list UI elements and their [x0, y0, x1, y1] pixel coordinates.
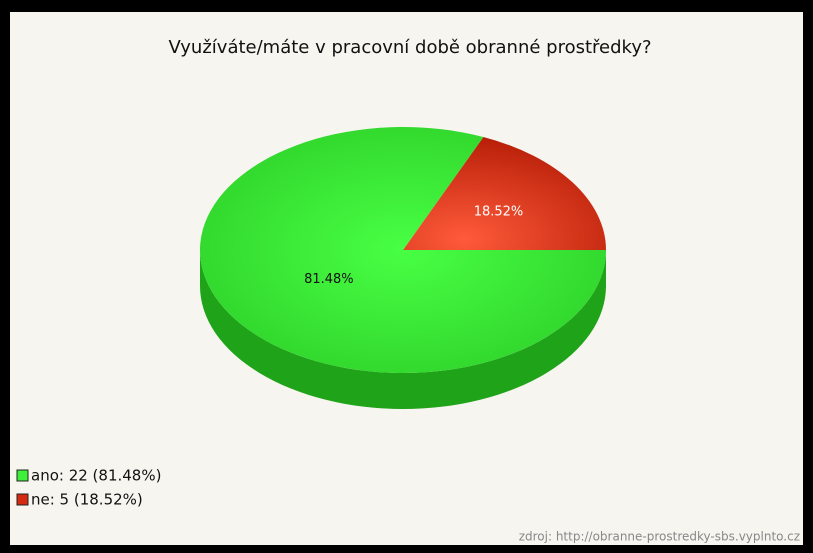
legend-label: ano: 22 (81.48%) [31, 467, 161, 485]
source: zdroj: http://obranne-prostredky-sbs.vyp… [519, 530, 800, 544]
pie-slice [403, 137, 606, 250]
chart-title: Využíváte/máte v pracovní době obranné p… [168, 37, 651, 58]
legend-label: ne: 5 (18.52%) [31, 491, 143, 509]
slice-label: 18.52% [474, 204, 524, 219]
slice-label: 81.48% [304, 272, 354, 287]
pie-slice [200, 127, 606, 374]
legend-swatch [16, 493, 29, 506]
pie-side [200, 250, 606, 409]
legend-swatch [16, 469, 29, 482]
